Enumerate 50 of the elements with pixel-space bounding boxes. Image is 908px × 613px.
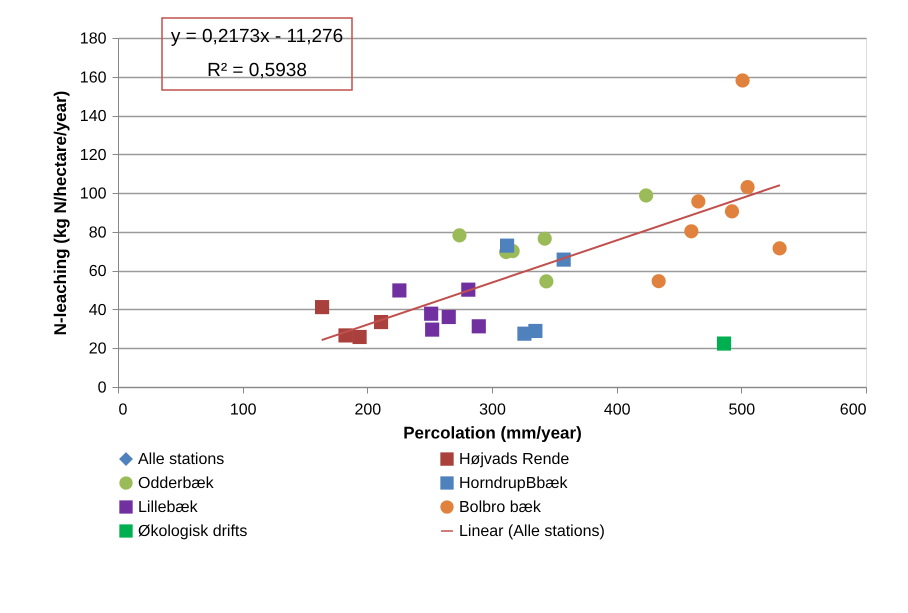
annotation: R² = 0,5938	[207, 60, 307, 81]
y-tick-label: 120	[80, 146, 107, 164]
point	[424, 306, 438, 321]
x-tick-label: 600	[840, 402, 867, 418]
point	[500, 238, 514, 253]
y-tick-label: 160	[80, 69, 107, 86]
x-tick-label: 100	[230, 402, 257, 418]
point	[772, 241, 787, 256]
point	[539, 274, 554, 288]
point	[315, 300, 330, 314]
x-tick-label: 0	[118, 402, 128, 418]
point	[538, 232, 552, 246]
y-tick-label: 0	[98, 380, 107, 396]
point	[684, 224, 698, 238]
legend-label: Bolbro bæk	[459, 499, 542, 516]
point	[425, 322, 440, 337]
y-tick-label: 100	[80, 186, 107, 203]
point	[652, 274, 666, 288]
y-tick-label: 40	[88, 302, 107, 319]
point	[736, 73, 750, 88]
y-tick-label: 140	[80, 108, 107, 126]
point	[442, 310, 456, 324]
annotation: y = 0,2173x - 11,276	[170, 26, 344, 47]
legend-label: HorndrupBbæk	[459, 475, 568, 492]
legend-label: Odderbæk	[138, 475, 215, 492]
y-tick-label: 80	[88, 224, 107, 242]
point	[392, 283, 406, 298]
legend-label: Økologisk drifts	[138, 523, 248, 540]
point	[691, 194, 706, 209]
legend-label: Alle stations	[138, 451, 224, 468]
legend-label: Linear (Alle stations)	[459, 523, 605, 540]
y-tick-label: 20	[88, 340, 107, 358]
x-tick-label: 200	[354, 402, 382, 418]
x-tick-label: 300	[479, 402, 506, 418]
y-axis-title: N-leaching (kg N/hectare/year)	[50, 90, 70, 336]
point	[716, 336, 732, 351]
y-tick-label: 60	[88, 263, 107, 280]
point	[528, 324, 542, 338]
point	[472, 319, 486, 334]
y-tick-label: 180	[80, 30, 107, 48]
point	[452, 228, 467, 242]
legend-label: Lillebæk	[138, 499, 199, 516]
point	[740, 180, 755, 194]
legend-label: Højvads Rende	[459, 451, 570, 468]
point	[639, 188, 654, 202]
point	[724, 204, 740, 218]
x-tick-label: 500	[728, 402, 756, 418]
point	[352, 330, 367, 344]
x-tick-label: 400	[604, 402, 631, 418]
x-axis-title: Percolation (mm/year)	[403, 424, 582, 442]
